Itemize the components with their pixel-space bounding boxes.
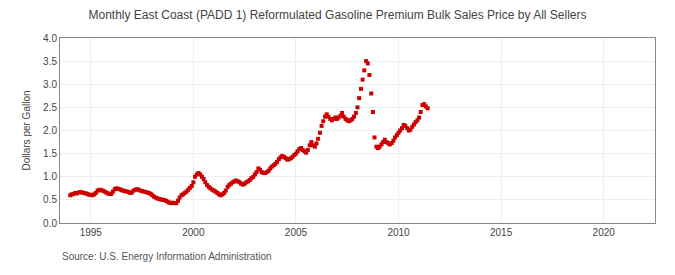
svg-text:0.0: 0.0 (43, 218, 57, 229)
svg-text:Dollars per Gallon: Dollars per Gallon (21, 90, 32, 170)
svg-text:2010: 2010 (387, 227, 410, 238)
svg-text:3.5: 3.5 (43, 56, 57, 67)
svg-text:2005: 2005 (285, 227, 308, 238)
svg-text:1.0: 1.0 (43, 171, 57, 182)
svg-text:Monthly East Coast (PADD 1) Re: Monthly East Coast (PADD 1) Reformulated… (89, 8, 587, 22)
svg-text:2015: 2015 (490, 227, 513, 238)
svg-text:2.5: 2.5 (43, 102, 57, 113)
svg-text:Source: U.S. Energy Informatio: Source: U.S. Energy Information Administ… (62, 251, 272, 262)
svg-text:4.0: 4.0 (43, 33, 57, 44)
svg-text:0.5: 0.5 (43, 194, 57, 205)
svg-text:3.0: 3.0 (43, 79, 57, 90)
svg-text:1995: 1995 (80, 227, 103, 238)
svg-text:2020: 2020 (593, 227, 616, 238)
svg-text:2000: 2000 (182, 227, 205, 238)
svg-text:1.5: 1.5 (43, 148, 57, 159)
svg-text:2.0: 2.0 (43, 125, 57, 136)
